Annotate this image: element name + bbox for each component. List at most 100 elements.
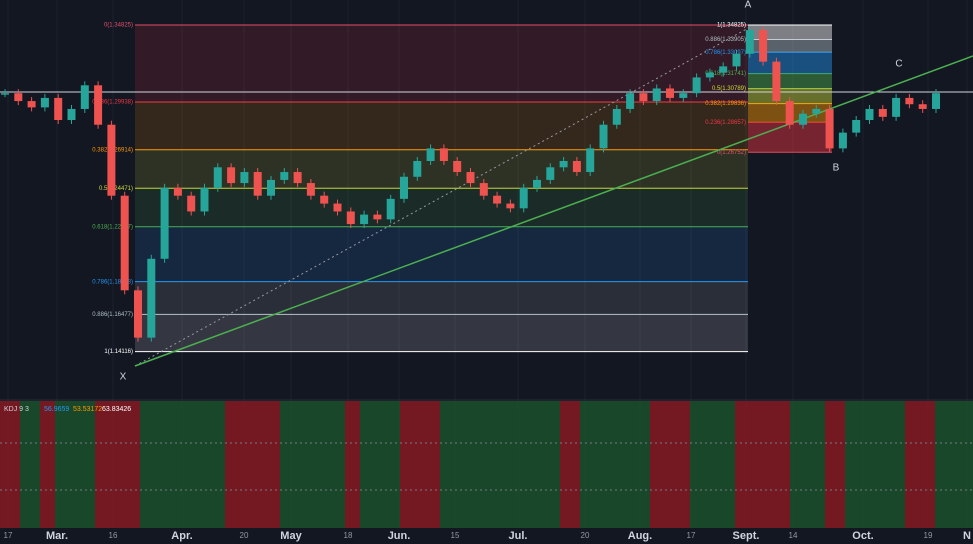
fib-label: 0.886(1.33905) xyxy=(705,37,746,43)
candle xyxy=(120,195,129,291)
candle xyxy=(918,104,927,109)
candle xyxy=(626,93,635,109)
candle xyxy=(386,198,395,220)
trend-line xyxy=(134,55,973,367)
point-label: X xyxy=(120,372,127,383)
candle xyxy=(80,85,89,109)
candle xyxy=(147,258,156,338)
fib-label: 0.5(1.24471) xyxy=(99,186,133,192)
kdj-value: 63.83426 xyxy=(102,406,131,413)
kdj-background xyxy=(790,401,825,528)
kdj-background xyxy=(345,401,360,528)
candle xyxy=(453,160,462,173)
candle xyxy=(320,195,329,204)
candle xyxy=(732,53,741,67)
candle xyxy=(905,97,914,105)
x-axis-labels: 17 Mar. 16 Apr. 20 May 18 Jun. 15 Jul. 20 Aug. 17 Sep… xyxy=(4,530,971,542)
fib-band xyxy=(135,226,748,282)
candle xyxy=(479,183,488,196)
x-tick-label: 17 xyxy=(687,531,696,540)
candle xyxy=(666,88,674,98)
candle xyxy=(27,101,36,108)
candle xyxy=(572,160,581,173)
candle xyxy=(892,97,901,117)
fib-label: 1(1.34825) xyxy=(717,23,746,29)
candle xyxy=(852,119,861,133)
candle xyxy=(346,211,355,225)
candle xyxy=(838,132,847,149)
kdj-background xyxy=(845,401,905,528)
x-tick-label: N xyxy=(963,530,971,542)
candle xyxy=(1,93,9,95)
candle xyxy=(559,160,568,168)
fib-label: 0.786(1.18548) xyxy=(92,279,133,285)
kdj-background xyxy=(360,401,400,528)
candle xyxy=(213,167,222,188)
candle xyxy=(40,97,49,108)
candle xyxy=(360,214,369,225)
kdj-background xyxy=(400,401,440,528)
kdj-background xyxy=(580,401,650,528)
fib-band xyxy=(135,314,748,352)
candle xyxy=(187,195,196,212)
x-tick-label: 16 xyxy=(109,531,118,540)
x-tick-label: Jun. xyxy=(388,530,411,542)
kdj-title: KDJ 9 3 xyxy=(4,406,29,413)
candle xyxy=(200,187,209,212)
candle xyxy=(745,30,754,54)
candle xyxy=(692,77,701,94)
kdj-background xyxy=(55,401,95,528)
x-tick-label: 19 xyxy=(924,531,933,540)
fib-label: 1(1.14116) xyxy=(104,349,133,355)
candle xyxy=(772,61,781,102)
x-tick-label: 14 xyxy=(789,531,798,540)
kdj-background xyxy=(650,401,690,528)
x-tick-label: 17 xyxy=(4,531,13,540)
fib-label: 0.236(1.29938) xyxy=(92,100,133,106)
x-tick-label: Oct. xyxy=(852,530,873,542)
candle xyxy=(134,290,142,338)
kdj-background xyxy=(560,401,580,528)
fib-band xyxy=(748,73,832,89)
candle xyxy=(413,160,422,177)
candle xyxy=(812,108,821,114)
kdj-background xyxy=(905,401,935,528)
candle xyxy=(493,195,502,204)
fib-label: 0(1.34825) xyxy=(104,23,133,29)
candle xyxy=(519,187,528,209)
candle xyxy=(546,167,555,180)
x-tick-label: Aug. xyxy=(628,530,652,542)
kdj-background xyxy=(95,401,140,528)
point-label: B xyxy=(833,163,840,174)
candle xyxy=(705,72,714,78)
fib-band xyxy=(135,281,748,315)
candle xyxy=(639,93,648,102)
candle xyxy=(14,93,23,102)
candle xyxy=(652,88,661,102)
fib-band xyxy=(748,52,832,74)
x-tick-label: 20 xyxy=(581,531,590,540)
candle xyxy=(267,179,275,196)
candle xyxy=(719,66,728,73)
x-tick-label: 20 xyxy=(240,531,249,540)
candle xyxy=(67,108,76,120)
candles xyxy=(1,26,940,342)
candle xyxy=(932,93,940,109)
candle xyxy=(54,97,63,120)
kdj-value: 56.9659 xyxy=(44,406,69,413)
fib-retracements: 0(1.34825)0.236(1.29938)0.382(1.26914)0.… xyxy=(92,23,832,355)
fib-label: 0.236(1.28657) xyxy=(705,120,746,126)
candle xyxy=(599,124,608,149)
kdj-background xyxy=(40,401,55,528)
x-tick-label: 18 xyxy=(344,531,353,540)
candle xyxy=(439,148,448,161)
kdj-background xyxy=(735,401,790,528)
fib-label: 0.886(1.16477) xyxy=(92,312,133,318)
point-label: C xyxy=(895,59,902,70)
kdj-background xyxy=(140,401,225,528)
candle xyxy=(785,101,794,125)
fib-band xyxy=(748,39,832,53)
kdj-value: 53.53172 xyxy=(73,406,102,413)
fib-label: 0.618(1.22027) xyxy=(92,224,133,230)
